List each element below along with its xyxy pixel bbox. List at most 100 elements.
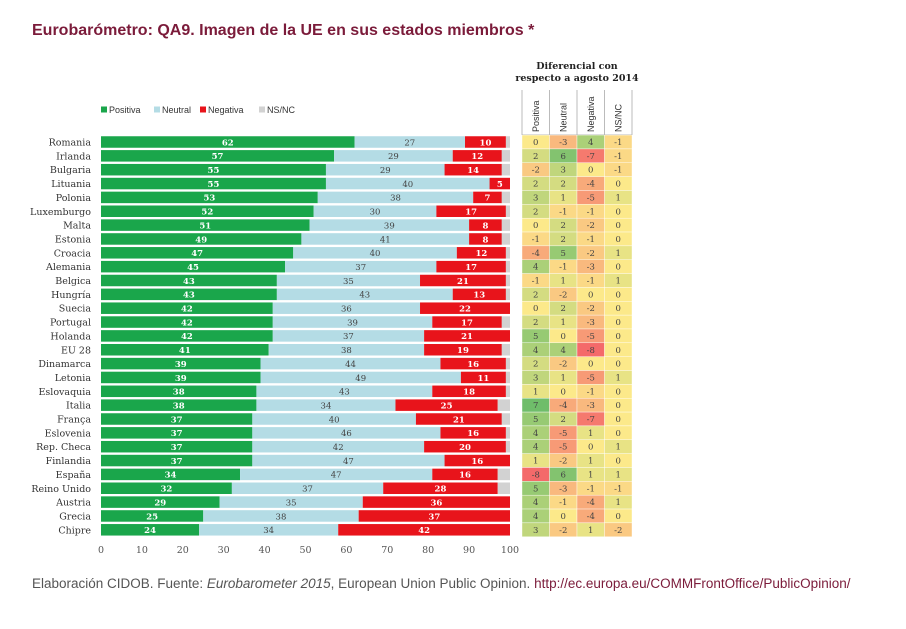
bar-neutral-segment: [285, 260, 437, 273]
diff-cell-value: 1: [616, 498, 621, 508]
diff-cell-value: 0: [616, 221, 621, 231]
bar-data-label: 24: [144, 526, 156, 536]
diff-cell-value: 2: [533, 318, 538, 328]
bar-neutral-segment: [313, 205, 437, 217]
bar-negativa-segment: [420, 302, 510, 314]
bar-neutral-segment: [334, 150, 453, 162]
diff-cell-value: -4: [587, 498, 595, 508]
diff-cell-value: 2: [561, 180, 566, 190]
diff-cell-value: -1: [587, 235, 595, 245]
diff-cell-value: 7: [533, 401, 538, 411]
bar-nsnc-segment: [505, 260, 510, 273]
diff-cell-value: 0: [561, 387, 566, 397]
diff-cell-value: -3: [559, 138, 567, 148]
bar-data-label: 42: [418, 526, 430, 536]
category-label: França: [57, 415, 91, 426]
bar-data-label: 19: [457, 346, 469, 356]
bar-data-label: 7: [485, 194, 491, 204]
diff-cell-value: 1: [561, 277, 566, 287]
x-tick-label: 100: [501, 545, 519, 556]
bar-data-label: 40: [402, 180, 413, 190]
bar-negativa-segment: [452, 288, 506, 301]
category-label: Eslovaquia: [38, 387, 91, 398]
bar-positiva-segment: [101, 468, 241, 481]
diff-cell-value: 1: [616, 470, 621, 480]
category-label: Bulgaria: [50, 165, 91, 176]
bar-negativa-segment: [338, 524, 510, 536]
diff-cell-value: 0: [588, 360, 593, 370]
bar-negativa-segment: [444, 163, 502, 176]
diff-column-header: NS/NC: [613, 103, 623, 132]
bar-positiva-segment: [101, 247, 294, 259]
legend-label-3: NS/NC: [267, 105, 296, 115]
bar-negativa-segment: [456, 247, 506, 259]
category-label: Holanda: [50, 331, 91, 342]
diff-cell-value: -5: [587, 193, 595, 203]
diff-cell-value: 6: [561, 470, 566, 480]
diff-cell-value: 1: [616, 373, 621, 383]
bar-neutral-segment: [354, 136, 466, 148]
bar-data-label: 39: [175, 360, 187, 370]
bar-data-label: 13: [473, 291, 485, 301]
x-tick-label: 0: [98, 545, 104, 556]
diff-cell-value: 0: [616, 290, 621, 300]
bar-nsnc-segment: [505, 288, 510, 301]
bar-data-label: 43: [183, 291, 195, 301]
bar-data-label: 21: [457, 277, 469, 287]
bar-data-label: 10: [480, 138, 492, 148]
diff-cell-value: 0: [616, 318, 621, 328]
diff-cell-value: 4: [561, 346, 566, 356]
bar-data-label: 34: [165, 471, 177, 481]
bar-data-label: 41: [380, 235, 391, 245]
diff-cell-value: -1: [614, 166, 622, 176]
diff-cell-value: 1: [616, 277, 621, 287]
diff-cell-value: 1: [616, 443, 621, 453]
bar-positiva-segment: [101, 496, 220, 508]
diff-cell-value: 2: [561, 304, 566, 314]
bar-negativa-segment: [489, 177, 510, 190]
x-tick-label: 60: [340, 545, 352, 556]
category-label: Eslovenia: [45, 428, 92, 439]
bar-positiva-segment: [101, 233, 302, 245]
bar-negativa-segment: [432, 316, 502, 328]
bar-neutral-segment: [252, 427, 441, 439]
bar-data-label: 29: [380, 166, 391, 176]
bar-nsnc-segment: [501, 344, 510, 356]
diff-cell-value: 2: [533, 207, 538, 217]
bar-nsnc-segment: [505, 440, 510, 453]
bar-negativa-segment: [358, 510, 510, 522]
bar-nsnc-segment: [501, 219, 510, 231]
bar-nsnc-segment: [505, 357, 510, 370]
bar-neutral-segment: [256, 385, 433, 398]
diff-cell-value: 0: [616, 332, 621, 342]
diff-cell-value: 1: [616, 193, 621, 203]
bar-data-label: 35: [343, 277, 354, 287]
bar-negativa-segment: [460, 371, 506, 384]
bar-positiva-segment: [101, 344, 269, 356]
bar-nsnc-segment: [505, 427, 510, 439]
bar-nsnc-segment: [505, 385, 510, 398]
bar-data-label: 40: [329, 415, 340, 425]
diff-cell-value: -5: [587, 332, 595, 342]
bar-negativa-segment: [469, 233, 502, 245]
diff-cell-value: 4: [533, 512, 538, 522]
bar-data-label: 52: [201, 208, 213, 218]
bar-data-label: 29: [154, 498, 166, 508]
diff-cell-value: 2: [561, 415, 566, 425]
bar-positiva-segment: [101, 288, 277, 301]
diff-cell-value: 0: [616, 207, 621, 217]
source-link[interactable]: http://ec.europa.eu/COMMFrontOffice/Publ…: [534, 576, 851, 591]
bar-data-label: 37: [343, 332, 354, 342]
diff-cell-value: -1: [587, 277, 595, 287]
x-tick-label: 30: [218, 545, 230, 556]
diff-cell-value: -3: [587, 263, 595, 273]
bar-nsnc-segment: [497, 468, 510, 481]
bar-neutral-segment: [231, 482, 384, 494]
bar-neutral-segment: [276, 288, 453, 301]
category-label: EU 28: [61, 345, 91, 356]
category-label: Estonia: [55, 234, 92, 245]
bar-nsnc-segment: [501, 191, 510, 204]
bar-data-label: 20: [459, 443, 471, 453]
bar-positiva-segment: [101, 482, 232, 494]
diff-cell-value: 1: [561, 193, 566, 203]
